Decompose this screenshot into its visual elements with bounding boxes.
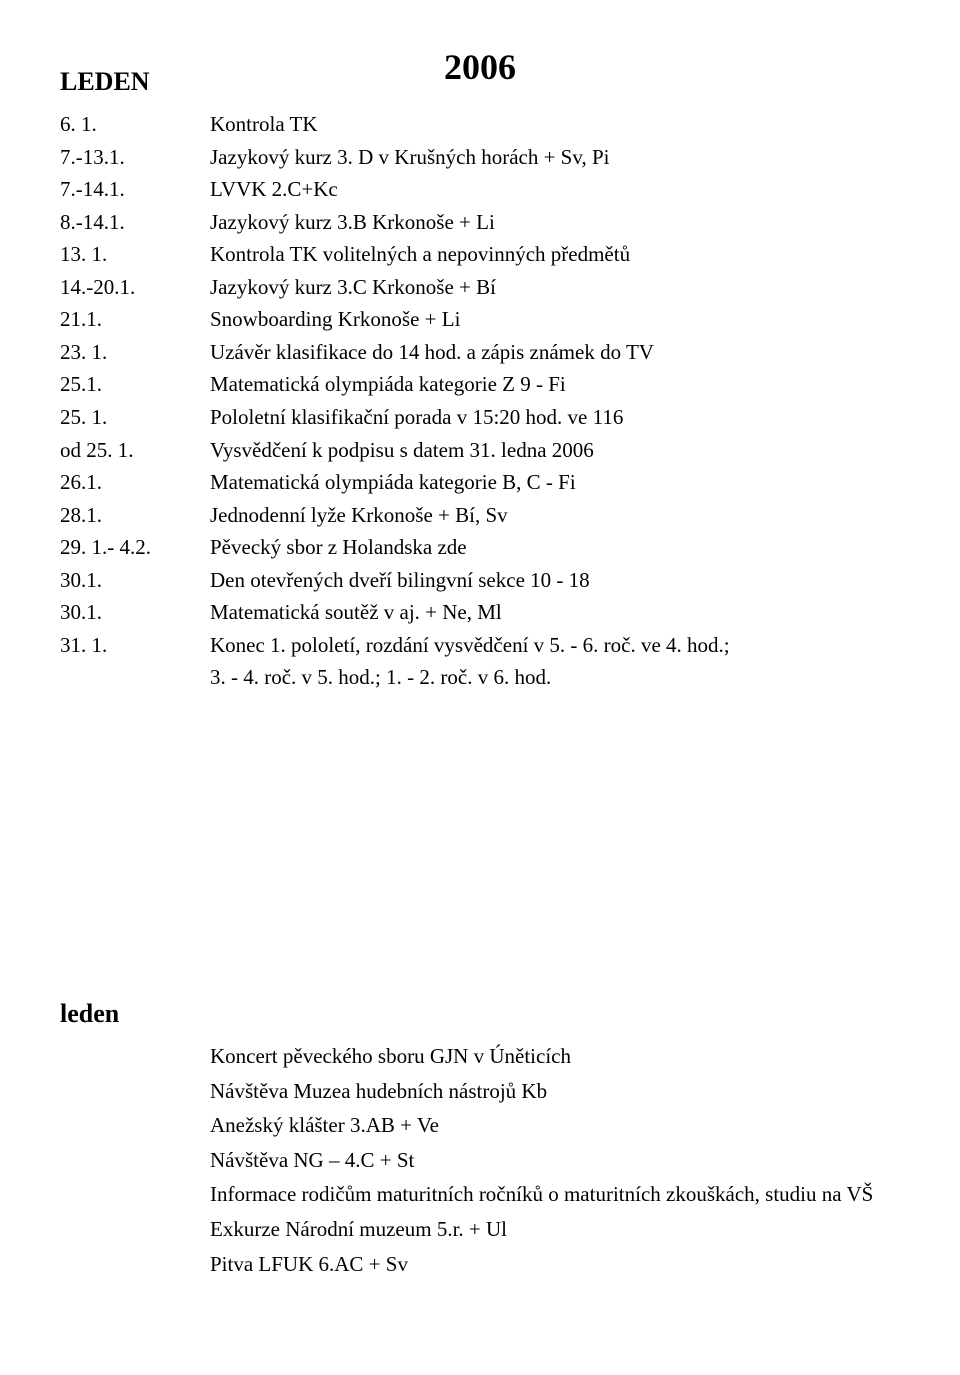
schedule-date: 21.1. <box>60 303 210 336</box>
schedule-desc: Uzávěr klasifikace do 14 hod. a zápis zn… <box>210 336 900 369</box>
note-line: Návštěva Muzea hudebních nástrojů Kb <box>210 1075 900 1108</box>
schedule-desc: Jednodenní lyže Krkonoše + Bí, Sv <box>210 499 900 532</box>
schedule-row: 6. 1.Kontrola TK <box>60 108 900 141</box>
schedule-desc: Snowboarding Krkonoše + Li <box>210 303 900 336</box>
schedule-desc: Kontrola TK volitelných a nepovinných př… <box>210 238 900 271</box>
schedule-row: 25. 1.Pololetní klasifikační porada v 15… <box>60 401 900 434</box>
schedule-row: 26.1.Matematická olympiáda kategorie B, … <box>60 466 900 499</box>
schedule-desc: Jazykový kurz 3.B Krkonoše + Li <box>210 206 900 239</box>
schedule-date: 7.-14.1. <box>60 173 210 206</box>
schedule-desc: LVVK 2.C+Kc <box>210 173 900 206</box>
schedule-desc: Jazykový kurz 3.C Krkonoše + Bí <box>210 271 900 304</box>
schedule-desc: Pololetní klasifikační porada v 15:20 ho… <box>210 401 900 434</box>
schedule-row: 31. 1.Konec 1. pololetí, rozdání vysvědč… <box>60 629 900 662</box>
schedule-row: 30.1.Matematická soutěž v aj. + Ne, Ml <box>60 596 900 629</box>
schedule-date: 7.-13.1. <box>60 141 210 174</box>
schedule-desc: Kontrola TK <box>210 108 900 141</box>
note-line: Pitva LFUK 6.AC + Sv <box>210 1248 900 1281</box>
schedule-date: 28.1. <box>60 499 210 532</box>
schedule-desc: Matematická soutěž v aj. + Ne, Ml <box>210 596 900 629</box>
notes-list: Koncert pěveckého sboru GJN v ÚněticíchN… <box>60 1040 900 1280</box>
schedule-desc: 3. - 4. roč. v 5. hod.; 1. - 2. roč. v 6… <box>210 661 900 694</box>
schedule-date: 6. 1. <box>60 108 210 141</box>
schedule-date: 14.-20.1. <box>60 271 210 304</box>
schedule-row: 25.1.Matematická olympiáda kategorie Z 9… <box>60 368 900 401</box>
schedule-date: 25.1. <box>60 368 210 401</box>
schedule-desc: Den otevřených dveří bilingvní sekce 10 … <box>210 564 900 597</box>
schedule-row: 3. - 4. roč. v 5. hod.; 1. - 2. roč. v 6… <box>60 661 900 694</box>
schedule-row: 21.1.Snowboarding Krkonoše + Li <box>60 303 900 336</box>
schedule-row: 14.-20.1.Jazykový kurz 3.C Krkonoše + Bí <box>60 271 900 304</box>
schedule-desc: Konec 1. pololetí, rozdání vysvědčení v … <box>210 629 900 662</box>
schedule-row: 7.-13.1.Jazykový kurz 3. D v Krušných ho… <box>60 141 900 174</box>
schedule-date: 13. 1. <box>60 238 210 271</box>
schedule-row: 29. 1.- 4.2.Pěvecký sbor z Holandska zde <box>60 531 900 564</box>
note-line: Anežský klášter 3.AB + Ve <box>210 1109 900 1142</box>
schedule-row: 7.-14.1.LVVK 2.C+Kc <box>60 173 900 206</box>
note-line: Informace rodičům maturitních ročníků o … <box>210 1178 900 1211</box>
schedule-date: 31. 1. <box>60 629 210 662</box>
schedule-date: 23. 1. <box>60 336 210 369</box>
note-line: Exkurze Národní muzeum 5.r. + Ul <box>210 1213 900 1246</box>
schedule-date: 30.1. <box>60 596 210 629</box>
schedule-desc: Jazykový kurz 3. D v Krušných horách + S… <box>210 141 900 174</box>
schedule-row: 23. 1.Uzávěr klasifikace do 14 hod. a zá… <box>60 336 900 369</box>
schedule-list: 6. 1.Kontrola TK7.-13.1.Jazykový kurz 3.… <box>60 108 900 694</box>
month-heading-lower: leden <box>60 994 900 1034</box>
note-line: Návštěva NG – 4.C + St <box>210 1144 900 1177</box>
schedule-date <box>60 661 210 694</box>
schedule-date: 8.-14.1. <box>60 206 210 239</box>
schedule-desc: Vysvědčení k podpisu s datem 31. ledna 2… <box>210 434 900 467</box>
schedule-date: 29. 1.- 4.2. <box>60 531 210 564</box>
schedule-row: od 25. 1.Vysvědčení k podpisu s datem 31… <box>60 434 900 467</box>
schedule-date: 26.1. <box>60 466 210 499</box>
schedule-date: od 25. 1. <box>60 434 210 467</box>
note-line: Koncert pěveckého sboru GJN v Úněticích <box>210 1040 900 1073</box>
schedule-row: 8.-14.1.Jazykový kurz 3.B Krkonoše + Li <box>60 206 900 239</box>
schedule-row: 30.1.Den otevřených dveří bilingvní sekc… <box>60 564 900 597</box>
schedule-desc: Pěvecký sbor z Holandska zde <box>210 531 900 564</box>
schedule-row: 28.1.Jednodenní lyže Krkonoše + Bí, Sv <box>60 499 900 532</box>
schedule-date: 25. 1. <box>60 401 210 434</box>
schedule-row: 13. 1.Kontrola TK volitelných a nepovinn… <box>60 238 900 271</box>
schedule-desc: Matematická olympiáda kategorie Z 9 - Fi <box>210 368 900 401</box>
schedule-date: 30.1. <box>60 564 210 597</box>
schedule-desc: Matematická olympiáda kategorie B, C - F… <box>210 466 900 499</box>
